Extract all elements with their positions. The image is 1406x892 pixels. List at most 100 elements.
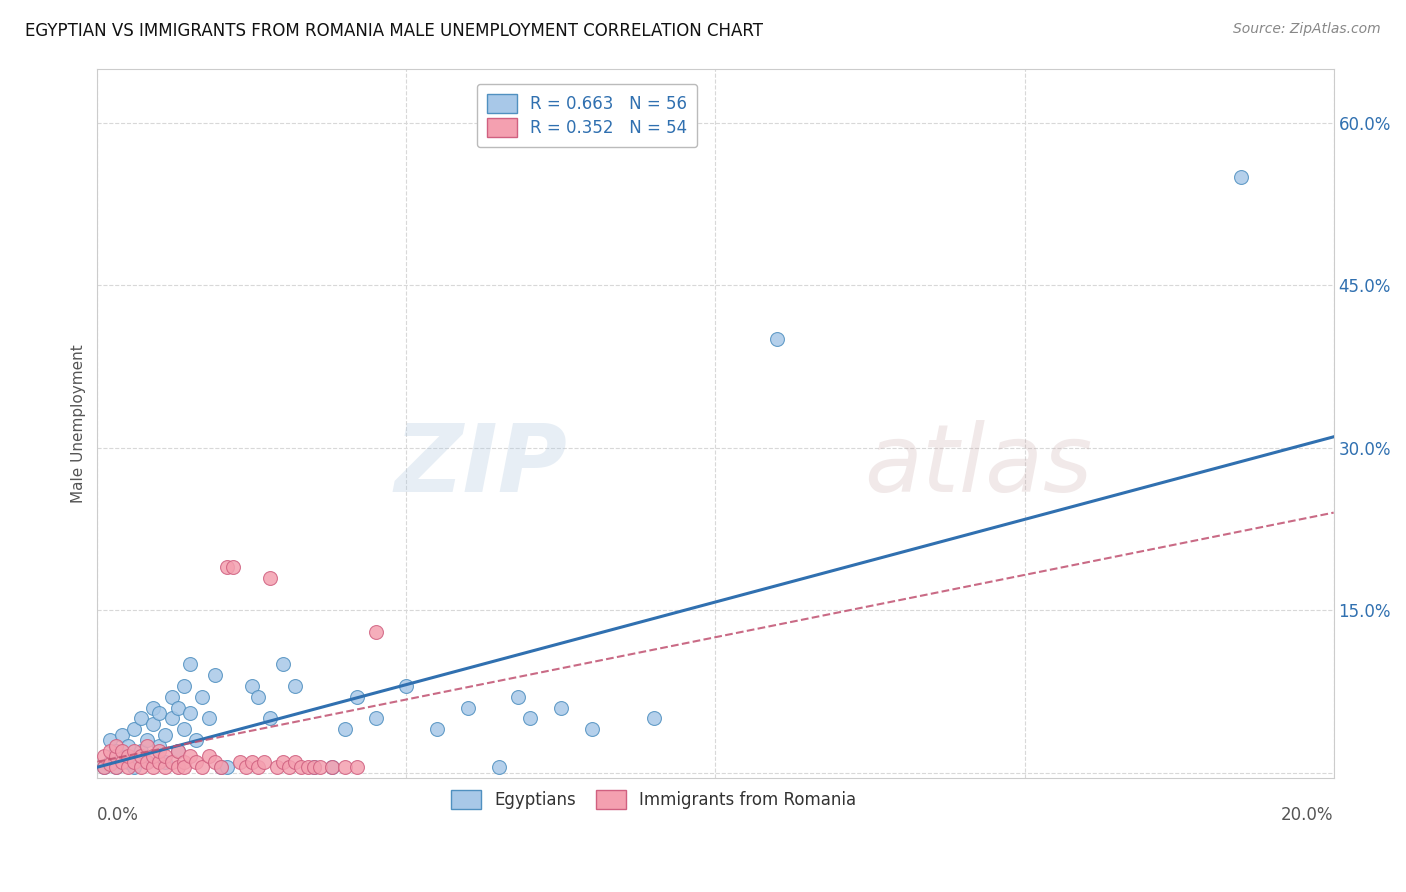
Point (284, 679, 307, 693)
Point (104, 760, 127, 774)
Point (209, 760, 232, 774)
Point (179, 749, 201, 764)
Point (111, 744, 134, 758)
Point (160, 755, 183, 769)
Y-axis label: Male Unemployment: Male Unemployment (72, 344, 86, 502)
Text: 20.0%: 20.0% (1281, 806, 1334, 824)
Point (129, 749, 152, 764)
Point (155, 755, 177, 769)
Point (217, 760, 239, 774)
Point (98, 755, 121, 769)
Point (129, 711, 152, 725)
Point (93, 760, 115, 774)
Text: ZIP: ZIP (394, 420, 567, 512)
Point (278, 760, 301, 774)
Point (259, 711, 281, 725)
Point (228, 755, 250, 769)
Point (173, 760, 195, 774)
Point (266, 760, 288, 774)
Point (135, 755, 157, 769)
Point (297, 760, 319, 774)
Point (124, 760, 146, 774)
Point (148, 744, 170, 758)
Point (506, 690, 529, 704)
Point (247, 760, 270, 774)
Point (173, 723, 195, 737)
Point (117, 760, 139, 774)
Point (104, 749, 127, 764)
Point (204, 668, 226, 682)
Text: atlas: atlas (863, 420, 1092, 511)
Point (142, 749, 165, 764)
Point (135, 733, 157, 747)
Point (148, 755, 170, 769)
Point (104, 744, 127, 758)
Point (488, 760, 510, 774)
Point (457, 700, 479, 714)
Point (1230, 169, 1253, 184)
Legend: Egyptians, Immigrants from Romania: Egyptians, Immigrants from Romania (441, 780, 866, 820)
Point (204, 755, 226, 769)
Point (766, 332, 789, 346)
Point (247, 690, 270, 704)
Point (197, 711, 219, 725)
Point (271, 657, 294, 672)
Point (135, 755, 157, 769)
Point (240, 679, 263, 693)
Point (364, 624, 387, 639)
Point (284, 755, 307, 769)
Text: EGYPTIAN VS IMMIGRANTS FROM ROMANIA MALE UNEMPLOYMENT CORRELATION CHART: EGYPTIAN VS IMMIGRANTS FROM ROMANIA MALE… (25, 22, 763, 40)
Point (166, 700, 188, 714)
Point (519, 711, 541, 725)
Point (179, 706, 201, 720)
Point (302, 760, 325, 774)
Point (142, 700, 165, 714)
Point (148, 706, 170, 720)
Text: 0.0%: 0.0% (97, 806, 139, 824)
Point (124, 744, 146, 758)
Point (179, 657, 201, 672)
Point (186, 733, 208, 747)
Point (581, 723, 603, 737)
Point (364, 711, 387, 725)
Point (98, 733, 121, 747)
Point (173, 679, 195, 693)
Point (142, 716, 165, 731)
Point (209, 760, 232, 774)
Point (290, 760, 312, 774)
Point (235, 760, 257, 774)
Point (166, 744, 188, 758)
Point (222, 559, 245, 574)
Point (104, 739, 127, 753)
Point (191, 760, 214, 774)
Point (148, 739, 170, 753)
Point (93, 749, 115, 764)
Point (104, 760, 127, 774)
Point (240, 755, 263, 769)
Point (550, 700, 572, 714)
Point (321, 760, 343, 774)
Point (117, 749, 139, 764)
Point (197, 749, 219, 764)
Point (321, 760, 343, 774)
Point (302, 760, 325, 774)
Point (333, 760, 356, 774)
Point (395, 679, 418, 693)
Point (129, 744, 152, 758)
Point (124, 723, 146, 737)
Point (253, 755, 276, 769)
Point (217, 559, 239, 574)
Point (309, 760, 332, 774)
Point (111, 749, 134, 764)
Point (333, 723, 356, 737)
Point (155, 728, 177, 742)
Point (98, 744, 121, 758)
Point (160, 690, 183, 704)
Point (142, 760, 165, 774)
Point (129, 760, 152, 774)
Text: Source: ZipAtlas.com: Source: ZipAtlas.com (1233, 22, 1381, 37)
Point (135, 739, 157, 753)
Point (346, 690, 368, 704)
Point (111, 755, 134, 769)
Point (186, 755, 208, 769)
